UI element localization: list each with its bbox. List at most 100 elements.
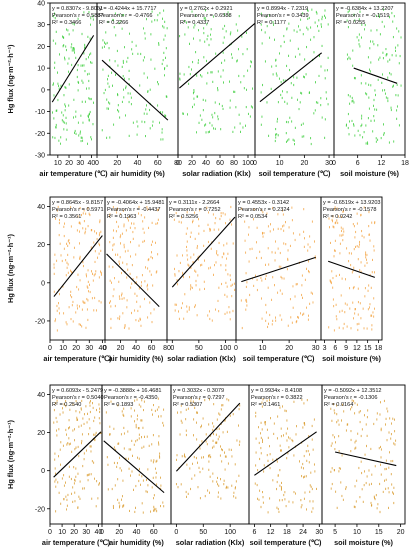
y-tick-label: 10 [37, 66, 45, 73]
x-tick-label: 10 [59, 345, 67, 352]
stat-r2: R² = 0.1963 [107, 214, 136, 220]
x-tick-label: 40 [98, 345, 106, 352]
stat-equation: y = 0.8994x - 7.2319 [257, 6, 308, 12]
stat-r2: R² = 0.0255 [336, 20, 365, 26]
x-tick-label: 3 [323, 345, 327, 352]
x-tick-label: 10 [58, 529, 66, 536]
panel-frame [333, 2, 406, 156]
x-tick-label: 10 [259, 345, 267, 352]
stat-r2: R² = 0.3466 [52, 20, 81, 26]
panel: 5 10 15 20 soil moisture (%) y = -0.5092x + 1… [321, 384, 406, 547]
x-tick-label: 0 [174, 529, 178, 536]
x-tick-label: 20 [65, 160, 73, 167]
stat-r2: R² = 0.1461 [251, 402, 280, 408]
x-tick-label: 100 [220, 345, 232, 352]
stat-pearson: Pearson's r = 0.3439 [257, 13, 309, 19]
panel: 0 50 100 solar radiation (Klx) y = 0.3032x -… [170, 384, 250, 547]
stat-r2: R² = 0.1177 [257, 20, 286, 26]
x-tick-label: 12 [353, 345, 361, 352]
regression-line [327, 260, 376, 278]
x-axis-label: soil moisture (%) [340, 169, 399, 178]
regression-line [179, 22, 256, 89]
x-tick-label: 30 [325, 160, 333, 167]
regression-line [106, 253, 160, 308]
y-tick-label: 0 [41, 87, 45, 94]
regression-line [103, 440, 165, 494]
stat-pearson: Pearson's r = 0.3822 [251, 395, 303, 401]
regression-line [53, 431, 102, 478]
x-axis-label: solar radiation (Klx) [176, 538, 245, 547]
x-tick-label: 0 [176, 160, 180, 167]
stat-equation: y = -0.4244x + 15.7717 [99, 6, 157, 12]
x-tick-label: 20 [285, 345, 293, 352]
stat-equation: y = -0.6519x + 13.9203 [323, 200, 381, 206]
x-tick-label: 40 [132, 345, 140, 352]
panel: 0 20 40 60 80 air humidity (%) y = -0.4064x + … [103, 196, 171, 363]
x-tick-label: 50 [195, 345, 203, 352]
stat-r2: R² = 0.2540 [52, 402, 81, 408]
stat-r2: R² = 0.0534 [238, 214, 267, 220]
y-tick-label: 0 [41, 280, 45, 287]
y-tick-label: 40 [37, 392, 45, 399]
x-tick-label: 80 [230, 160, 238, 167]
stat-r2: R² = 0.3561 [52, 214, 81, 220]
x-tick-label: 12 [377, 160, 385, 167]
x-axis-label: soil moisture (%) [322, 354, 381, 363]
x-tick-label: 0 [170, 345, 174, 352]
stat-pearson: Pearson's r = 0.5040 [52, 395, 104, 401]
x-tick-label: 60 [148, 345, 156, 352]
x-tick-label: 6 [333, 345, 337, 352]
stat-equation: y = -0.4064x + 15.9481 [107, 200, 165, 206]
stat-pearson: Pearson's r = 0.7252 [169, 207, 221, 213]
x-tick-label: 40 [134, 160, 142, 167]
stat-equation: y = 0.4553x - 0.3142 [238, 200, 289, 206]
y-tick-label: 30 [37, 22, 45, 29]
panel: 0 10 20 30 soil temperature (℃) y = 0.4553x -… [234, 196, 322, 363]
regression-line [51, 35, 95, 103]
x-tick-label: 0 [332, 160, 336, 167]
x-tick-label: 80 [174, 160, 182, 167]
x-tick-label: 10 [276, 160, 284, 167]
y-axis-label: Hg flux (ng·m⁻²·h⁻¹) [6, 233, 15, 302]
y-tick-label: 20 [37, 430, 45, 437]
x-tick-label: 50 [199, 529, 207, 536]
stat-pearson: Pearson's r = -0.4766 [99, 13, 152, 19]
x-tick-label: 40 [88, 160, 96, 167]
panel-frame [320, 196, 383, 341]
regression-line [53, 235, 103, 297]
x-tick-label: 20 [188, 160, 196, 167]
panel: 6 12 18 24 30 soil temperature (℃) y = 0.9934x… [248, 384, 323, 547]
panel: 0 10 20 30 40 air temperature (℃) y = 0.6093x … [42, 384, 111, 547]
x-tick-label: 18 [375, 345, 383, 352]
x-tick-label: 60 [150, 529, 158, 536]
stat-equation: y = -0.5092x + 12.3512 [324, 388, 382, 394]
x-axis-label: solar radiation (Klx) [167, 354, 236, 363]
x-axis-label: air temperature (℃) [39, 169, 108, 178]
stat-equation: y = 0.8307x - 9.8061 [52, 6, 103, 12]
y-tick-label: -20 [35, 131, 45, 138]
x-tick-label: 12 [267, 529, 275, 536]
stat-pearson: Pearson's r = 0.7297 [173, 395, 225, 401]
stat-pearson: Pearson's r = -0.4437 [107, 207, 160, 213]
y-tick-label: 0 [41, 468, 45, 475]
stat-r2: R² = 0.2266 [99, 20, 128, 26]
x-tick-label: 10 [353, 529, 361, 536]
panel: 0 20 40 60 air humidity (%) y = -0.3888x + 16… [100, 384, 172, 547]
regression-line [241, 256, 316, 283]
y-tick-label: 20 [37, 44, 45, 51]
x-tick-label: 100 [224, 529, 236, 536]
stat-pearson: Pearson's r = -0.1306 [324, 395, 377, 401]
x-tick-label: 5 [333, 529, 337, 536]
stat-pearson: Pearson's r = -0.1578 [323, 207, 376, 213]
x-tick-label: 10 [54, 160, 62, 167]
stat-r2: R² = 0.0242 [323, 214, 352, 220]
x-tick-label: 20 [397, 529, 405, 536]
stat-equation: y = -0.6384x + 13.2207 [336, 6, 394, 12]
x-tick-label: 30 [85, 345, 93, 352]
panel: 0 20 40 60 80 100 solar radiation (Klx) y = 0.2… [176, 2, 256, 178]
stat-equation: y = 0.2762x + 0.2921 [180, 6, 233, 12]
y-tick-label: -20 [35, 506, 45, 513]
stat-equation: y = -0.3888x + 16.4681 [104, 388, 162, 394]
regression-line [254, 431, 317, 476]
